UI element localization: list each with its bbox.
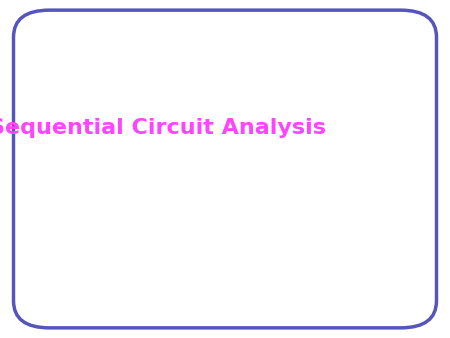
Text: Sequential Circuit Analysis: Sequential Circuit Analysis [0,118,326,139]
FancyBboxPatch shape [14,10,436,328]
